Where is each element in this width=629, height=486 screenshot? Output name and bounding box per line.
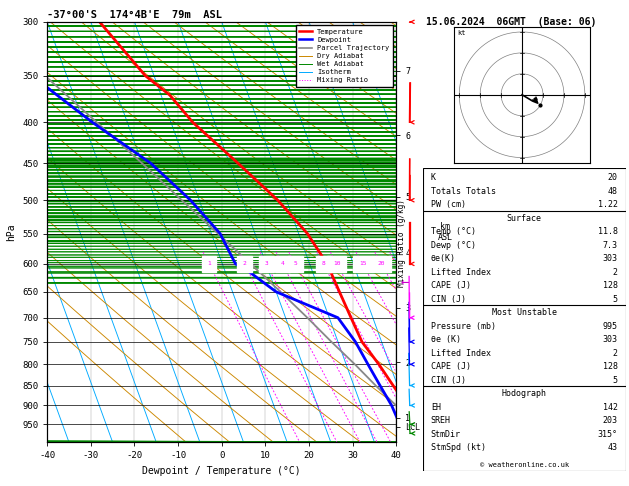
- Text: 2: 2: [243, 261, 247, 266]
- Text: 995: 995: [603, 322, 618, 331]
- Text: 5: 5: [293, 261, 297, 266]
- Text: -37°00'S  174°4B'E  79m  ASL: -37°00'S 174°4B'E 79m ASL: [47, 10, 222, 20]
- Text: Most Unstable: Most Unstable: [492, 308, 557, 317]
- Text: Surface: Surface: [507, 214, 542, 223]
- Text: 1.22: 1.22: [598, 200, 618, 209]
- Text: CIN (J): CIN (J): [431, 376, 466, 385]
- Text: CAPE (J): CAPE (J): [431, 281, 471, 290]
- Text: 5: 5: [613, 295, 618, 304]
- Text: CAPE (J): CAPE (J): [431, 362, 471, 371]
- Text: 43: 43: [608, 443, 618, 452]
- Text: Dewp (°C): Dewp (°C): [431, 241, 476, 250]
- Text: StmDir: StmDir: [431, 430, 461, 439]
- Text: SREH: SREH: [431, 417, 451, 425]
- Text: kt: kt: [457, 30, 465, 36]
- Text: PW (cm): PW (cm): [431, 200, 466, 209]
- Text: Hodograph: Hodograph: [502, 389, 547, 399]
- Text: K: K: [431, 174, 436, 182]
- Legend: Temperature, Dewpoint, Parcel Trajectory, Dry Adiabat, Wet Adiabat, Isotherm, Mi: Temperature, Dewpoint, Parcel Trajectory…: [296, 25, 392, 87]
- Text: 203: 203: [603, 417, 618, 425]
- Text: θe (K): θe (K): [431, 335, 461, 344]
- Text: © weatheronline.co.uk: © weatheronline.co.uk: [480, 462, 569, 468]
- Text: 303: 303: [603, 335, 618, 344]
- Text: 11.8: 11.8: [598, 227, 618, 236]
- Text: 2: 2: [613, 349, 618, 358]
- Text: EH: EH: [431, 403, 441, 412]
- Text: 15: 15: [359, 261, 366, 266]
- Text: ←: ←: [400, 275, 409, 289]
- Text: Mixing Ratio (g/kg): Mixing Ratio (g/kg): [397, 199, 406, 287]
- Text: 48: 48: [608, 187, 618, 196]
- Text: 5: 5: [613, 376, 618, 385]
- Text: 8: 8: [321, 261, 325, 266]
- Text: θe(K): θe(K): [431, 254, 456, 263]
- Text: 128: 128: [603, 281, 618, 290]
- Text: 128: 128: [603, 362, 618, 371]
- Text: 2: 2: [613, 268, 618, 277]
- Text: Totals Totals: Totals Totals: [431, 187, 496, 196]
- Text: 303: 303: [603, 254, 618, 263]
- Text: 20: 20: [608, 174, 618, 182]
- Text: StmSpd (kt): StmSpd (kt): [431, 443, 486, 452]
- Text: 4: 4: [281, 261, 284, 266]
- Text: 315°: 315°: [598, 430, 618, 439]
- X-axis label: Dewpoint / Temperature (°C): Dewpoint / Temperature (°C): [142, 466, 301, 476]
- Y-axis label: km
ASL: km ASL: [438, 223, 453, 242]
- Text: 20: 20: [377, 261, 385, 266]
- Text: 10: 10: [333, 261, 340, 266]
- Text: Lifted Index: Lifted Index: [431, 268, 491, 277]
- Text: CIN (J): CIN (J): [431, 295, 466, 304]
- Y-axis label: hPa: hPa: [6, 223, 16, 241]
- Text: 3: 3: [264, 261, 268, 266]
- Text: 1: 1: [207, 261, 211, 266]
- Text: Pressure (mb): Pressure (mb): [431, 322, 496, 331]
- Text: 15.06.2024  06GMT  (Base: 06): 15.06.2024 06GMT (Base: 06): [426, 17, 597, 27]
- Text: 7.3: 7.3: [603, 241, 618, 250]
- Text: Temp (°C): Temp (°C): [431, 227, 476, 236]
- Text: Lifted Index: Lifted Index: [431, 349, 491, 358]
- Text: 142: 142: [603, 403, 618, 412]
